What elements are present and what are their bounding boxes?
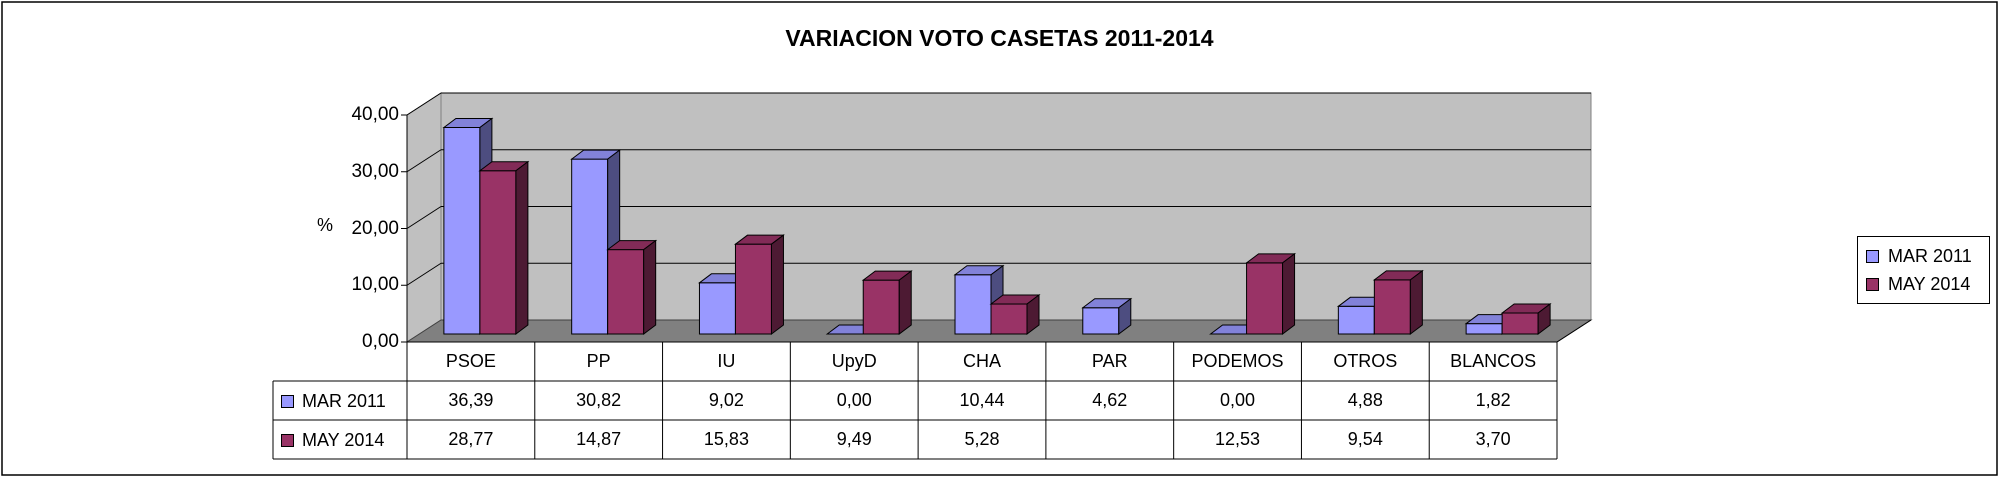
legend-swatch-may-2014 (1866, 277, 1879, 291)
x-tick-label: CHA (962, 351, 1001, 371)
bar-face (734, 243, 772, 335)
legend-label-mar-2011: MAR 2011 (1888, 245, 1972, 266)
data-label: 9,02 (708, 390, 744, 410)
bar-side (898, 270, 912, 335)
x-tick-label: PAR (1091, 351, 1128, 371)
bar-side (1537, 303, 1551, 335)
y-tick-label: 30,00 (351, 160, 399, 182)
y-axis-label: % (317, 215, 334, 235)
bar-side (1282, 252, 1296, 335)
bar-face (1465, 323, 1503, 335)
gridline-side (406, 262, 442, 286)
data-label: 4,62 (1092, 390, 1128, 410)
bar-side (770, 234, 784, 335)
gridline-side (406, 149, 442, 173)
bar-face (990, 303, 1028, 335)
bar-par-mar-2011 (1081, 297, 1133, 335)
x-tick-label: PP (586, 351, 611, 371)
data-label: 10,44 (959, 390, 1005, 410)
bar-side (1026, 294, 1040, 335)
data-label: 5,28 (964, 429, 1000, 449)
data-label: 28,77 (448, 429, 494, 449)
table-row-label: MAY 2014 (302, 429, 385, 450)
bar-face (1246, 262, 1284, 335)
table-row-swatch (281, 433, 294, 447)
legend-label-may-2014: MAY 2014 (1888, 273, 1971, 294)
x-tick-label: OTROS (1333, 351, 1398, 371)
data-label: 12,53 (1215, 429, 1261, 449)
table-row-label: MAR 2011 (302, 390, 386, 411)
data-label: 15,83 (703, 429, 749, 449)
bar-face (698, 282, 736, 335)
bar-otros-may-2014 (1372, 269, 1424, 335)
bar-side (1409, 269, 1423, 335)
table-row-header: MAR 2011 (281, 390, 386, 412)
bar-side (515, 160, 529, 335)
bar-face (443, 126, 481, 335)
data-label: 14,87 (576, 429, 622, 449)
x-tick-label: BLANCOS (1450, 351, 1537, 371)
x-tick-label: PSOE (445, 351, 496, 371)
chart-title: VARIACION VOTO CASETAS 2011-2014 (785, 25, 1214, 51)
x-tick-label: IU (717, 351, 736, 371)
data-label: 1,82 (1475, 390, 1511, 410)
bar-face (1082, 307, 1120, 335)
bar-face (862, 279, 900, 335)
data-label: 30,82 (576, 390, 622, 410)
y-tick-label: 0,00 (362, 331, 399, 352)
data-label: 36,39 (448, 390, 494, 410)
legend-swatch-mar-2011 (1866, 249, 1879, 263)
bar-face (479, 170, 517, 335)
bar-pp-mar-2011 (570, 149, 622, 335)
data-label: 0,00 (836, 390, 872, 410)
bar-blancos-may-2014 (1500, 303, 1552, 335)
table-row-header: MAY 2014 (281, 429, 384, 451)
table-row-swatch (281, 394, 294, 408)
data-label: 4,88 (1347, 390, 1383, 410)
legend: MAR 2011 MAY 2014 (1857, 236, 1990, 304)
bar-psoe-may-2014 (478, 160, 530, 335)
bar-face (607, 249, 645, 335)
data-label: 9,54 (1347, 429, 1383, 449)
bar-face (571, 158, 609, 335)
bar-iu-may-2014 (733, 234, 785, 335)
data-label: 0,00 (1220, 390, 1256, 410)
bar-face (954, 274, 992, 335)
legend-item-mar-2011: MAR 2011 (1866, 245, 1972, 269)
bar-upyd-may-2014 (861, 270, 913, 335)
y-tick-label: 20,00 (351, 217, 399, 239)
bar-cha-may-2014 (989, 294, 1041, 335)
x-tick-label: UpyD (831, 351, 877, 371)
gridline-side (406, 92, 442, 116)
bar-pp-may-2014 (606, 239, 658, 335)
bar-face (1373, 279, 1411, 335)
bar-side (643, 239, 657, 335)
data-label: 3,70 (1475, 429, 1511, 449)
x-tick-label: PODEMOS (1191, 351, 1284, 371)
data-label: 9,49 (836, 429, 872, 449)
bar-face (1501, 312, 1539, 335)
gridline-side (406, 206, 442, 229)
y-tick-label: 40,00 (351, 104, 399, 125)
floor-edge (1556, 319, 1592, 343)
bar-podemos-may-2014 (1245, 252, 1297, 335)
legend-item-may-2014: MAY 2014 (1866, 273, 1970, 297)
y-tick-label: 10,00 (351, 274, 399, 296)
bar-side (1118, 297, 1132, 335)
bar-face (1337, 305, 1375, 335)
